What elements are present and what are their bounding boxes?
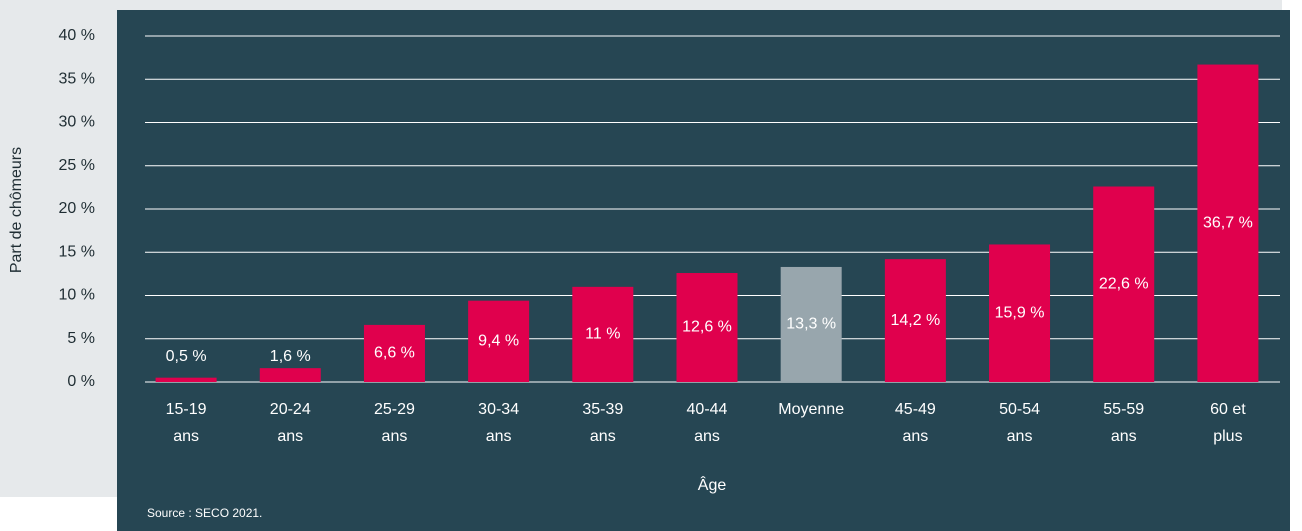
x-tick-label: 40-44 <box>687 401 728 418</box>
x-tick-label: ans <box>1007 428 1033 445</box>
data-label: 36,7 % <box>1203 214 1253 231</box>
y-tick-label: 25 % <box>59 157 95 174</box>
x-tick-label: plus <box>1213 428 1242 445</box>
y-tick-label: 0 % <box>67 373 95 390</box>
bar <box>259 368 321 382</box>
data-label: 12,6 % <box>682 319 732 336</box>
data-label: 15,9 % <box>995 304 1045 321</box>
y-tick-label: 40 % <box>59 27 95 44</box>
data-label: 14,2 % <box>890 312 940 329</box>
bar <box>363 324 425 382</box>
x-tick-label: ans <box>590 428 616 445</box>
data-label: 9,4 % <box>478 333 519 350</box>
bar <box>155 377 217 382</box>
x-tick-label: 20-24 <box>270 401 311 418</box>
x-tick-label: 15-19 <box>166 401 207 418</box>
data-label: 1,6 % <box>270 348 311 365</box>
bar <box>1197 64 1259 383</box>
x-tick-label: 35-39 <box>582 401 623 418</box>
x-tick-label: ans <box>277 428 303 445</box>
x-tick-label: 45-49 <box>895 401 936 418</box>
x-tick-label: 50-54 <box>999 401 1040 418</box>
bar <box>676 273 738 382</box>
y-tick-label: 5 % <box>67 330 95 347</box>
x-tick-label: 55-59 <box>1103 401 1144 418</box>
x-tick-label: Moyenne <box>778 401 844 418</box>
x-tick-label: ans <box>382 428 408 445</box>
bar <box>572 286 634 382</box>
data-label: 13,3 % <box>786 316 836 333</box>
y-tick-label: 20 % <box>59 200 95 217</box>
y-tick-label: 10 % <box>59 287 95 304</box>
data-label: 11 % <box>585 326 620 343</box>
x-tick-label: ans <box>486 428 512 445</box>
x-tick-label: ans <box>1111 428 1137 445</box>
y-tick-label: 35 % <box>59 70 95 87</box>
y-tick-label: 15 % <box>59 243 95 260</box>
data-label: 0,5 % <box>166 348 207 365</box>
x-axis-title: Âge <box>698 475 727 494</box>
y-tick-label: 30 % <box>59 114 95 131</box>
y-axis-title: Part de chômeurs <box>8 147 25 273</box>
bar <box>468 300 530 382</box>
x-tick-label: ans <box>173 428 199 445</box>
bar <box>1093 186 1155 382</box>
bar <box>780 266 842 382</box>
x-tick-label: 25-29 <box>374 401 415 418</box>
x-tick-label: ans <box>902 428 928 445</box>
bar <box>884 259 946 382</box>
data-label: 22,6 % <box>1099 275 1149 292</box>
bar <box>989 244 1051 382</box>
x-tick-label: 60 et <box>1210 401 1246 418</box>
data-label: 6,6 % <box>374 345 415 362</box>
x-tick-label: 30-34 <box>478 401 519 418</box>
source: Source : SECO 2021. <box>147 506 262 520</box>
x-tick-label: ans <box>694 428 720 445</box>
